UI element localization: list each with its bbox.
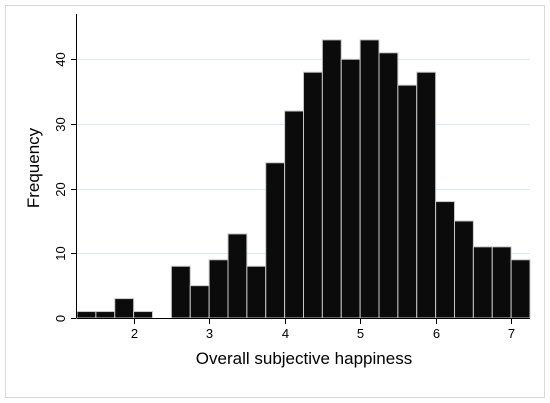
histogram-bar bbox=[189, 285, 210, 319]
histogram-bar bbox=[472, 246, 493, 319]
histogram-bar bbox=[95, 311, 116, 319]
histogram-bar bbox=[321, 39, 342, 319]
histogram-bar bbox=[454, 220, 474, 319]
x-tick-label: 2 bbox=[131, 326, 138, 341]
histogram-bar bbox=[435, 201, 455, 319]
histogram-bar bbox=[359, 39, 380, 319]
bars-layer bbox=[76, 39, 531, 319]
histogram-bar bbox=[378, 52, 399, 319]
histogram-bar bbox=[284, 110, 304, 319]
histogram-bar bbox=[170, 265, 191, 319]
histogram-bar bbox=[510, 259, 531, 319]
y-tick-label: 30 bbox=[53, 117, 68, 131]
y-axis-title: Frequency bbox=[24, 127, 43, 208]
histogram-bar bbox=[208, 259, 229, 319]
histogram-bar bbox=[227, 233, 248, 319]
x-axis-title: Overall subjective happiness bbox=[196, 349, 412, 368]
histogram-bar bbox=[133, 311, 153, 319]
x-tick-label: 5 bbox=[357, 326, 364, 341]
x-tick-label: 4 bbox=[282, 326, 289, 341]
x-tick-label: 6 bbox=[433, 326, 440, 341]
axes-layer: 0 10 20 30 40 2 3 4 5 6 7 bbox=[53, 14, 530, 341]
x-tick-label: 3 bbox=[206, 326, 213, 341]
histogram-bar bbox=[114, 298, 135, 319]
histogram-bar bbox=[340, 58, 361, 319]
y-tick-label: 10 bbox=[53, 246, 68, 260]
histogram-bar bbox=[265, 162, 286, 319]
histogram-bar bbox=[397, 84, 418, 319]
x-tick-label: 7 bbox=[508, 326, 515, 341]
histogram-bar bbox=[303, 71, 323, 319]
histogram-bar bbox=[76, 311, 97, 319]
y-tick-label: 0 bbox=[53, 315, 68, 322]
histogram-bar bbox=[246, 265, 267, 319]
y-tick-label: 20 bbox=[53, 182, 68, 196]
y-tick-label: 40 bbox=[53, 52, 68, 66]
histogram-bar bbox=[491, 246, 512, 319]
histogram-bar bbox=[416, 71, 437, 319]
